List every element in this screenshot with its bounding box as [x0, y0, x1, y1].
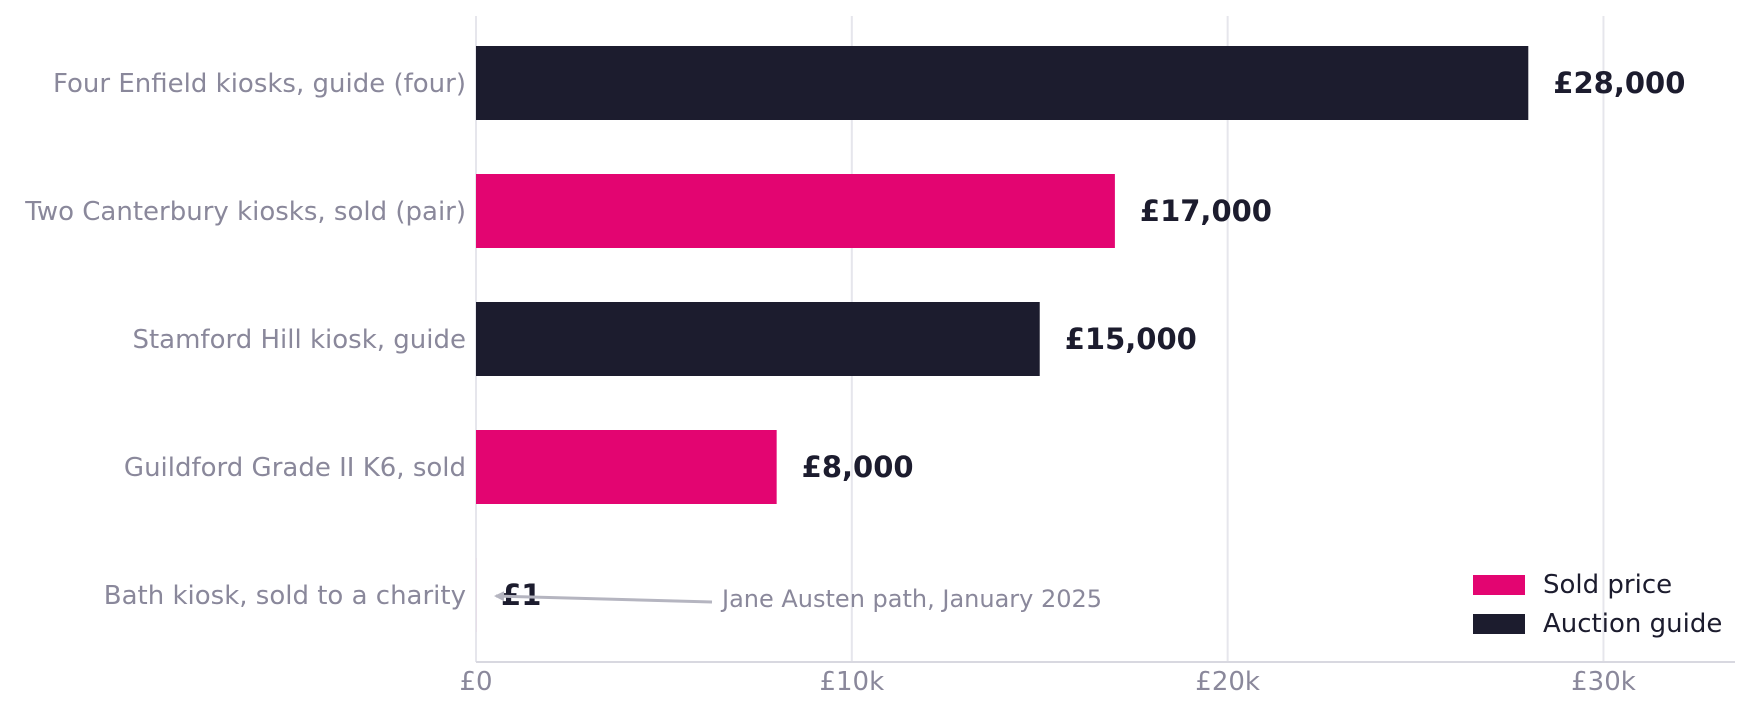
x-tick-label: £0: [459, 667, 492, 697]
value-label: £8,000: [802, 450, 914, 484]
category-label: Guildford Grade II K6, sold: [124, 453, 466, 483]
category-label: Two Canterbury kiosks, sold (pair): [24, 197, 466, 227]
x-tick-label: £20k: [1195, 667, 1260, 697]
category-label: Four Enfield kiosks, guide (four): [53, 69, 466, 99]
gridlines: [475, 16, 1735, 663]
bars: [476, 46, 1529, 632]
bar: [476, 46, 1529, 120]
legend: Sold price Auction guide: [1473, 570, 1722, 639]
legend-label: Sold price: [1543, 570, 1672, 600]
bar: [476, 174, 1115, 248]
category-label: Stamford Hill kiosk, guide: [132, 325, 466, 355]
legend-swatch: [1473, 614, 1525, 634]
value-label: £17,000: [1140, 194, 1272, 228]
annotation-text: Jane Austen path, January 2025: [720, 585, 1102, 613]
value-label: £28,000: [1553, 66, 1685, 100]
legend-swatch: [1473, 575, 1525, 595]
annotation-arrow: [494, 591, 713, 604]
bar: [476, 430, 777, 504]
x-tick-label: £30k: [1571, 667, 1636, 697]
category-label: Bath kiosk, sold to a charity: [104, 581, 466, 611]
bar: [476, 302, 1040, 376]
annotation: Jane Austen path, January 2025: [494, 585, 1102, 613]
legend-label: Auction guide: [1543, 609, 1722, 639]
x-tick-label: £10k: [819, 667, 884, 697]
value-label: £15,000: [1065, 322, 1197, 356]
labels: £0 £10k £20k £30k Four Enfield kiosks, guide…: [24, 66, 1685, 697]
